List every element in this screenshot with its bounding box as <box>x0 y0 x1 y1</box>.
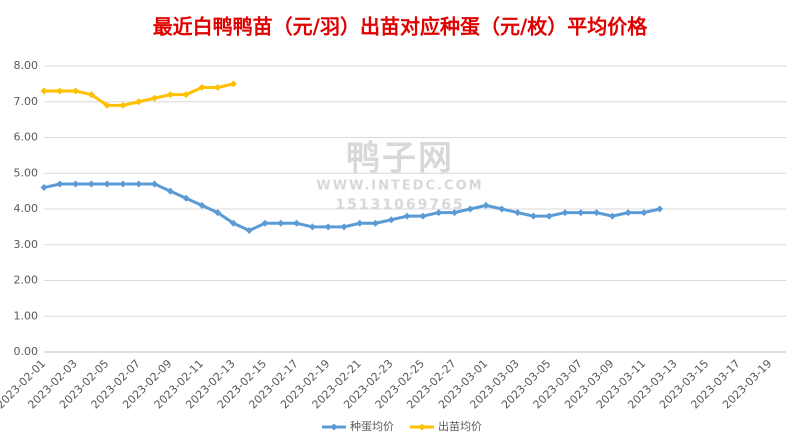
y-tick-label: 6.00 <box>14 131 39 144</box>
watermark: 15131069765 <box>335 197 464 213</box>
watermark: 鸭子网 <box>346 139 454 179</box>
data-point <box>87 91 95 99</box>
data-point <box>198 201 206 209</box>
data-point <box>356 219 364 227</box>
legend-label: 种蛋均价 <box>350 419 394 433</box>
data-point <box>482 201 490 209</box>
data-point <box>561 209 569 217</box>
legend-marker <box>418 423 426 431</box>
data-point <box>229 80 237 88</box>
y-tick-label: 5.00 <box>14 166 39 179</box>
data-point <box>166 91 174 99</box>
data-point <box>166 187 174 195</box>
data-point <box>214 83 222 91</box>
data-point <box>340 223 348 231</box>
data-point <box>72 180 80 188</box>
data-point <box>135 98 143 106</box>
data-point <box>466 205 474 213</box>
data-point <box>214 209 222 217</box>
data-point <box>324 223 332 231</box>
data-point <box>656 205 664 213</box>
data-point <box>119 101 127 109</box>
data-point <box>151 180 159 188</box>
data-point <box>498 205 506 213</box>
legend-marker <box>330 423 338 431</box>
y-tick-label: 3.00 <box>14 238 39 251</box>
data-point <box>624 209 632 217</box>
y-tick-label: 2.00 <box>14 274 39 287</box>
data-point <box>198 83 206 91</box>
y-tick-label: 8.00 <box>14 59 39 72</box>
data-point <box>608 212 616 220</box>
data-point <box>119 180 127 188</box>
data-point <box>293 219 301 227</box>
data-point <box>593 209 601 217</box>
data-point <box>261 219 269 227</box>
data-point <box>372 219 380 227</box>
data-point <box>182 194 190 202</box>
data-point <box>403 212 411 220</box>
data-point <box>135 180 143 188</box>
data-point <box>277 219 285 227</box>
y-tick-label: 4.00 <box>14 202 39 215</box>
data-point <box>419 212 427 220</box>
data-point <box>87 180 95 188</box>
data-point <box>514 209 522 217</box>
legend-label: 出苗均价 <box>438 419 482 433</box>
data-point <box>450 209 458 217</box>
data-point <box>308 223 316 231</box>
y-tick-label: 1.00 <box>14 309 39 322</box>
y-tick-label: 7.00 <box>14 95 39 108</box>
data-point <box>103 101 111 109</box>
data-point <box>103 180 111 188</box>
series-line <box>43 182 661 233</box>
data-point <box>435 209 443 217</box>
chart-title: 最近白鸭鸭苗（元/羽）出苗对应种蛋（元/枚）平均价格 <box>153 15 649 39</box>
y-tick-label: 0.00 <box>14 345 39 358</box>
data-point <box>229 219 237 227</box>
watermark: WWW.INTEDC.COM <box>316 179 483 194</box>
data-point <box>577 209 585 217</box>
data-point <box>640 209 648 217</box>
data-point <box>56 87 64 95</box>
data-point <box>245 226 253 234</box>
data-point <box>40 87 48 95</box>
data-point <box>72 87 80 95</box>
data-point <box>56 180 64 188</box>
data-point <box>387 216 395 224</box>
data-point <box>40 184 48 192</box>
data-point <box>151 94 159 102</box>
data-point <box>529 212 537 220</box>
data-point <box>182 91 190 99</box>
data-point <box>545 212 553 220</box>
